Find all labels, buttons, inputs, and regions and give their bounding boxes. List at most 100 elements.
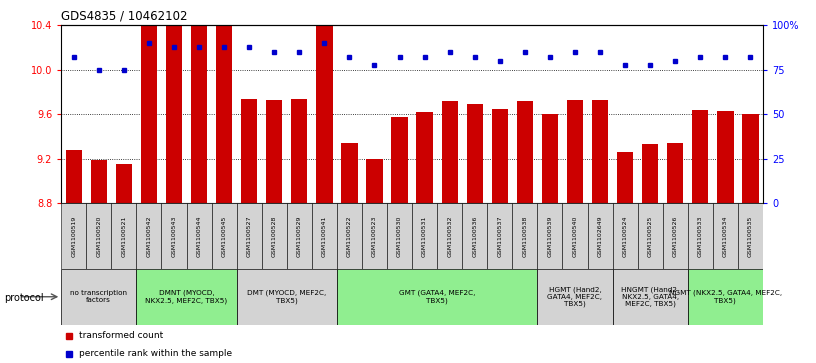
Bar: [538, 203, 562, 269]
Bar: [216, 25, 233, 203]
Bar: [667, 143, 683, 203]
Text: GSM1100544: GSM1100544: [197, 215, 202, 257]
Bar: [191, 25, 207, 203]
Bar: [337, 203, 362, 269]
Bar: [617, 152, 633, 203]
Text: GSM1100536: GSM1100536: [472, 215, 477, 257]
Bar: [166, 25, 182, 203]
Text: GSM1100539: GSM1100539: [548, 215, 552, 257]
Text: GSM1100534: GSM1100534: [723, 215, 728, 257]
Text: GSM1100531: GSM1100531: [422, 215, 427, 257]
Bar: [211, 203, 237, 269]
Bar: [637, 203, 663, 269]
Text: GDS4835 / 10462102: GDS4835 / 10462102: [61, 10, 188, 23]
Text: GSM1100542: GSM1100542: [146, 215, 152, 257]
Text: GSM1100526: GSM1100526: [672, 215, 678, 257]
Bar: [136, 269, 237, 325]
Bar: [366, 159, 383, 203]
Bar: [663, 203, 688, 269]
Bar: [416, 112, 432, 203]
Bar: [312, 203, 337, 269]
Text: GSM1100533: GSM1100533: [698, 215, 703, 257]
Bar: [592, 100, 608, 203]
Text: GSM1100543: GSM1100543: [171, 215, 176, 257]
Bar: [317, 25, 332, 203]
Text: GSM1100541: GSM1100541: [322, 215, 327, 257]
Text: DMT (MYOCD, MEF2C,
TBX5): DMT (MYOCD, MEF2C, TBX5): [247, 290, 326, 304]
Text: GSM1100545: GSM1100545: [222, 215, 227, 257]
Bar: [462, 203, 487, 269]
Bar: [136, 203, 162, 269]
Bar: [241, 99, 257, 203]
Bar: [517, 101, 533, 203]
Bar: [291, 99, 308, 203]
Bar: [341, 143, 357, 203]
Text: no transcription
factors: no transcription factors: [70, 290, 127, 303]
Text: NGMT (NKX2.5, GATA4, MEF2C,
TBX5): NGMT (NKX2.5, GATA4, MEF2C, TBX5): [669, 290, 782, 304]
Bar: [387, 203, 412, 269]
Bar: [237, 269, 337, 325]
Bar: [743, 114, 759, 203]
Bar: [362, 203, 387, 269]
Bar: [542, 114, 558, 203]
Text: GSM1100523: GSM1100523: [372, 215, 377, 257]
Bar: [262, 203, 286, 269]
Bar: [337, 269, 538, 325]
Bar: [61, 203, 86, 269]
Text: GSM1100528: GSM1100528: [272, 215, 277, 257]
Text: GSM1100519: GSM1100519: [71, 215, 76, 257]
Text: GSM1100520: GSM1100520: [96, 215, 101, 257]
Bar: [567, 100, 583, 203]
Text: GSM1100537: GSM1100537: [497, 215, 503, 257]
Text: GSM1100540: GSM1100540: [573, 215, 578, 257]
Bar: [562, 203, 588, 269]
Bar: [61, 269, 136, 325]
Bar: [713, 203, 738, 269]
Bar: [441, 101, 458, 203]
Bar: [412, 203, 437, 269]
Bar: [266, 100, 282, 203]
Text: percentile rank within the sample: percentile rank within the sample: [78, 350, 232, 358]
Bar: [738, 203, 763, 269]
Bar: [392, 117, 408, 203]
Bar: [642, 144, 659, 203]
Bar: [588, 203, 613, 269]
Bar: [237, 203, 262, 269]
Bar: [492, 109, 508, 203]
Text: GSM1100524: GSM1100524: [623, 215, 628, 257]
Text: transformed count: transformed count: [78, 331, 163, 340]
Text: GSM1100535: GSM1100535: [748, 215, 753, 257]
Bar: [688, 203, 713, 269]
Bar: [692, 110, 708, 203]
Bar: [286, 203, 312, 269]
Text: GSM1100525: GSM1100525: [648, 215, 653, 257]
Bar: [437, 203, 462, 269]
Bar: [512, 203, 538, 269]
Bar: [116, 164, 132, 203]
Bar: [91, 160, 107, 203]
Bar: [141, 25, 157, 203]
Text: GSM1100521: GSM1100521: [122, 215, 126, 257]
Text: HNGMT (Hand2,
NKX2.5, GATA4,
MEF2C, TBX5): HNGMT (Hand2, NKX2.5, GATA4, MEF2C, TBX5…: [621, 286, 679, 307]
Bar: [162, 203, 187, 269]
Bar: [111, 203, 136, 269]
Bar: [487, 203, 512, 269]
Text: GSM1100538: GSM1100538: [522, 215, 527, 257]
Text: HGMT (Hand2,
GATA4, MEF2C,
TBX5): HGMT (Hand2, GATA4, MEF2C, TBX5): [548, 286, 602, 307]
Bar: [613, 269, 688, 325]
Bar: [538, 269, 613, 325]
Text: GMT (GATA4, MEF2C,
TBX5): GMT (GATA4, MEF2C, TBX5): [399, 290, 476, 304]
Bar: [65, 150, 82, 203]
Bar: [86, 203, 111, 269]
Text: GSM1100522: GSM1100522: [347, 215, 352, 257]
Bar: [467, 104, 483, 203]
Text: GSM1100527: GSM1100527: [246, 215, 251, 257]
Bar: [187, 203, 211, 269]
Bar: [688, 269, 763, 325]
Bar: [613, 203, 637, 269]
Text: GSM1102649: GSM1102649: [597, 215, 602, 257]
Bar: [717, 111, 734, 203]
Text: protocol: protocol: [4, 293, 44, 303]
Text: DMNT (MYOCD,
NKX2.5, MEF2C, TBX5): DMNT (MYOCD, NKX2.5, MEF2C, TBX5): [145, 290, 228, 304]
Text: GSM1100529: GSM1100529: [297, 215, 302, 257]
